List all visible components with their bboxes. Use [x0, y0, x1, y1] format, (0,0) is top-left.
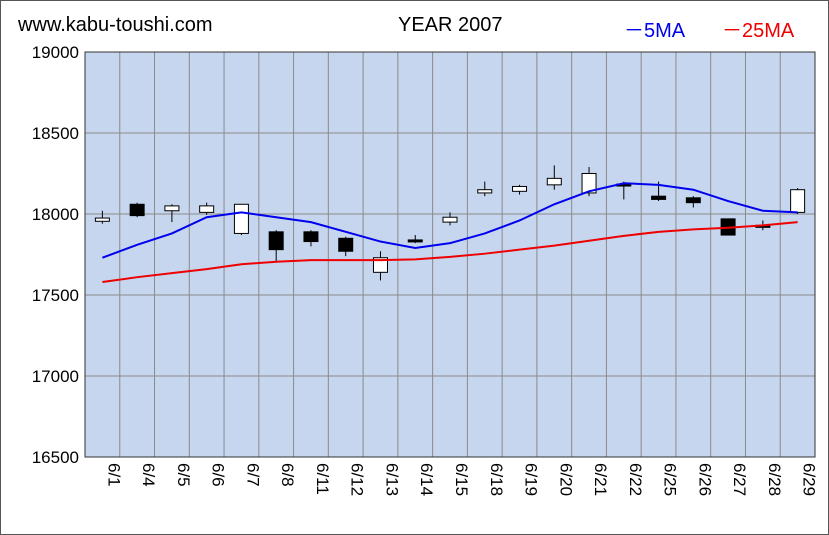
candle-body-up [164, 205, 180, 212]
x-tick-label: 6/15 [452, 463, 471, 496]
x-tick-label: 6/5 [174, 463, 193, 487]
candle-body-up [233, 203, 249, 234]
candle-body-up [477, 189, 493, 194]
x-tick-label: 6/14 [417, 463, 436, 496]
x-tick-label: 6/20 [556, 463, 575, 496]
candle-body-up [199, 205, 215, 213]
legend-5ma: －5MA [624, 20, 686, 42]
x-tick-label: 6/12 [348, 463, 367, 496]
chart-title: YEAR 2007 [398, 14, 503, 36]
candle-body-up [372, 257, 388, 273]
legend-25ma: －25MA [722, 20, 795, 42]
x-tick-label: 6/26 [695, 463, 714, 496]
candle-body-down [407, 239, 423, 243]
x-axis: 6/1 6/4 6/5 6/6 6/7 6/8 6/11 6/12 6/13 6/14 6/15 6/… [104, 463, 818, 496]
candle-body-down [651, 195, 667, 200]
candle-body-up [581, 173, 597, 194]
x-tick-label: 6/29 [800, 463, 819, 496]
moving-average-lines [102, 182, 798, 284]
candle-body-up [512, 185, 528, 192]
site-url: www.kabu-toushi.com [18, 14, 213, 36]
x-tick-label: 6/1 [104, 463, 123, 487]
candle-body-up [790, 189, 806, 213]
candle-body-up [546, 177, 562, 186]
x-tick-label: 6/13 [382, 463, 401, 496]
x-tick-label: 6/8 [278, 463, 297, 487]
candle-body-down [268, 231, 284, 251]
candle-body-up [94, 217, 110, 222]
y-tick-label: 16500 [32, 448, 79, 467]
x-tick-label: 6/18 [487, 463, 506, 496]
x-tick-label: 6/6 [209, 463, 228, 487]
y-tick-label: 19000 [32, 43, 79, 62]
x-tick-label: 6/7 [243, 463, 262, 487]
x-tick-label: 6/4 [139, 463, 158, 487]
candle-body-down [338, 237, 354, 252]
y-tick-label: 17000 [32, 367, 79, 386]
series-line-25ma [102, 221, 798, 284]
candle-body-up [442, 216, 458, 223]
x-tick-label: 6/22 [626, 463, 645, 496]
x-tick-label: 6/28 [765, 463, 784, 496]
candle-body-down [685, 197, 701, 204]
candle-body-down [303, 231, 319, 243]
candle-body-down [129, 203, 145, 217]
plot-border [84, 51, 816, 458]
x-tick-label: 6/25 [661, 463, 680, 496]
x-tick-label: 6/19 [522, 463, 541, 496]
y-axis: 16500 17000 17500 18000 18500 19000 [32, 43, 79, 467]
y-tick-label: 18000 [32, 205, 79, 224]
x-tick-label: 6/27 [730, 463, 749, 496]
series-line-5ma [102, 182, 798, 259]
y-tick-label: 18500 [32, 124, 79, 143]
plot-area [85, 52, 815, 457]
y-tick-label: 17500 [32, 286, 79, 305]
x-tick-label: 6/21 [591, 463, 610, 496]
x-tick-label: 6/11 [313, 463, 332, 495]
